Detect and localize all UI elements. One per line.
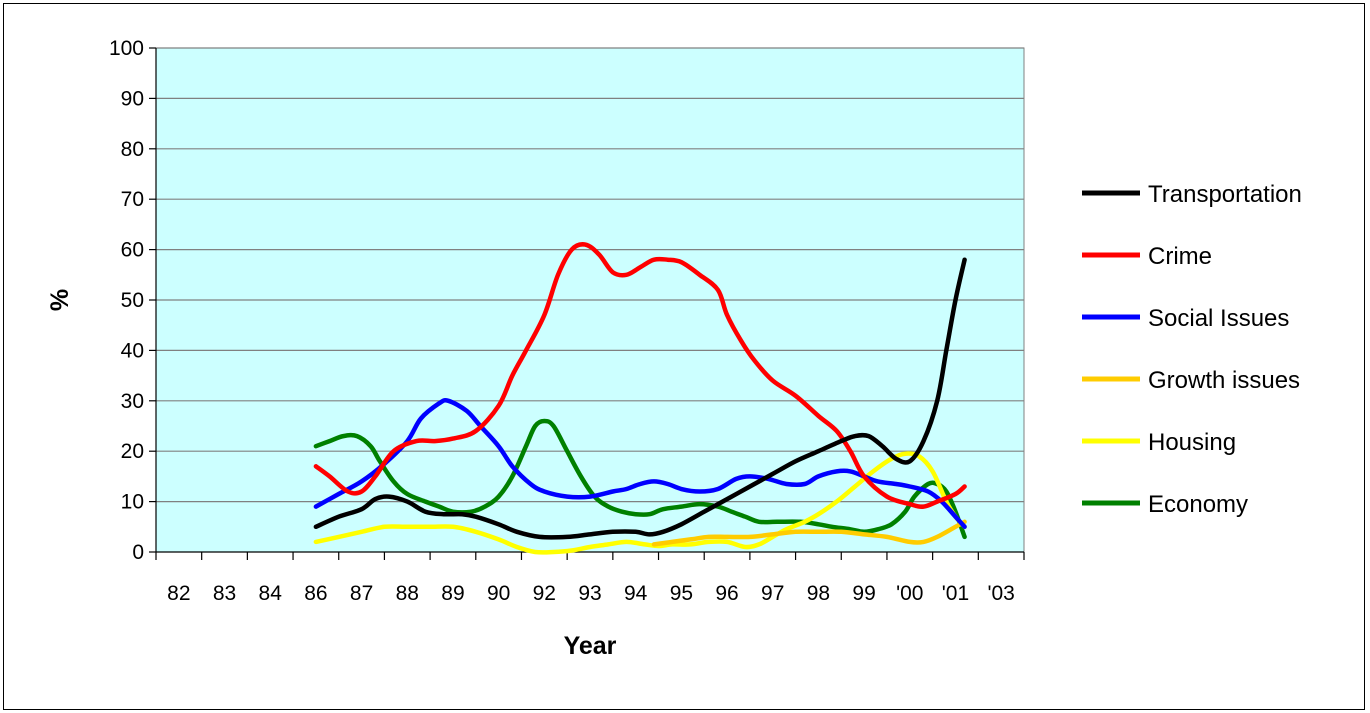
x-tick-label: 88 bbox=[396, 582, 419, 605]
y-tick-label: 20 bbox=[121, 440, 144, 463]
y-tick-label: 10 bbox=[121, 491, 144, 514]
legend-label: Growth issues bbox=[1148, 367, 1300, 394]
axes bbox=[149, 47, 1025, 560]
gridlines bbox=[156, 47, 1024, 503]
legend-label: Social Issues bbox=[1148, 305, 1289, 332]
series-line-social-issues bbox=[313, 397, 967, 530]
legend-label: Transportation bbox=[1148, 181, 1302, 208]
series-line-growth-issues bbox=[651, 519, 967, 547]
legend-entry-social-issues: Social Issues bbox=[1082, 305, 1289, 332]
y-tick-label: 70 bbox=[121, 188, 144, 211]
x-tick-label: 84 bbox=[259, 582, 283, 605]
x-tick-label: '03 bbox=[987, 582, 1014, 605]
y-tick-label: 0 bbox=[132, 541, 144, 564]
series-line-housing bbox=[313, 451, 967, 555]
series-line-crime bbox=[313, 242, 967, 509]
legend-label: Crime bbox=[1148, 243, 1212, 270]
y-axis-title: % bbox=[46, 289, 74, 311]
x-tick-label: 92 bbox=[533, 582, 556, 605]
tick-labels: 0 10 20 30 40 50 60 70 80 90 100 82 83 84 86 87 88 89 90 92… bbox=[109, 37, 1015, 605]
legend-entry-economy: Economy bbox=[1082, 491, 1248, 518]
x-tick-label: 97 bbox=[761, 582, 784, 605]
legend-entry-housing: Housing bbox=[1082, 429, 1236, 456]
series-line-economy bbox=[313, 418, 967, 540]
x-tick-label: 82 bbox=[167, 582, 190, 605]
x-axis-title: Year bbox=[564, 632, 617, 660]
x-tick-label: 95 bbox=[670, 582, 693, 605]
y-tick-label: 60 bbox=[121, 239, 144, 262]
x-tick-label: '01 bbox=[942, 582, 969, 605]
x-tick-label: 90 bbox=[487, 582, 510, 605]
legend: Transportation Crime Social Issues Growth i… bbox=[1082, 181, 1302, 518]
x-tick-label: 93 bbox=[578, 582, 601, 605]
line-chart: 0 10 20 30 40 50 60 70 80 90 100 82 83 84 86 87 88 89 90 92… bbox=[46, 37, 1302, 660]
y-tick-label: 100 bbox=[109, 37, 144, 60]
y-tick-label: 90 bbox=[121, 87, 144, 110]
x-tick-label: 87 bbox=[350, 582, 373, 605]
x-tick-label: 98 bbox=[807, 582, 830, 605]
x-tick-label: 99 bbox=[852, 582, 875, 605]
x-tick-label: 83 bbox=[213, 582, 236, 605]
x-tick-label: '00 bbox=[896, 582, 923, 605]
legend-entry-growth-issues: Growth issues bbox=[1082, 367, 1300, 394]
legend-entry-crime: Crime bbox=[1082, 243, 1212, 270]
y-tick-label: 80 bbox=[121, 138, 144, 161]
y-tick-label: 30 bbox=[121, 390, 144, 413]
series-lines bbox=[313, 242, 967, 555]
series-line-transportation bbox=[313, 257, 967, 540]
x-tick-label: 94 bbox=[624, 582, 648, 605]
chart-frame: 0 10 20 30 40 50 60 70 80 90 100 82 83 84 86 87 88 89 90 92… bbox=[3, 3, 1365, 710]
y-tick-label: 40 bbox=[121, 339, 144, 362]
x-tick-label: 86 bbox=[304, 582, 327, 605]
legend-label: Economy bbox=[1148, 491, 1248, 518]
legend-label: Housing bbox=[1148, 429, 1236, 456]
y-tick-label: 50 bbox=[121, 289, 144, 312]
x-tick-label: 89 bbox=[441, 582, 464, 605]
x-tick-label: 96 bbox=[715, 582, 738, 605]
legend-entry-transportation: Transportation bbox=[1082, 181, 1302, 208]
